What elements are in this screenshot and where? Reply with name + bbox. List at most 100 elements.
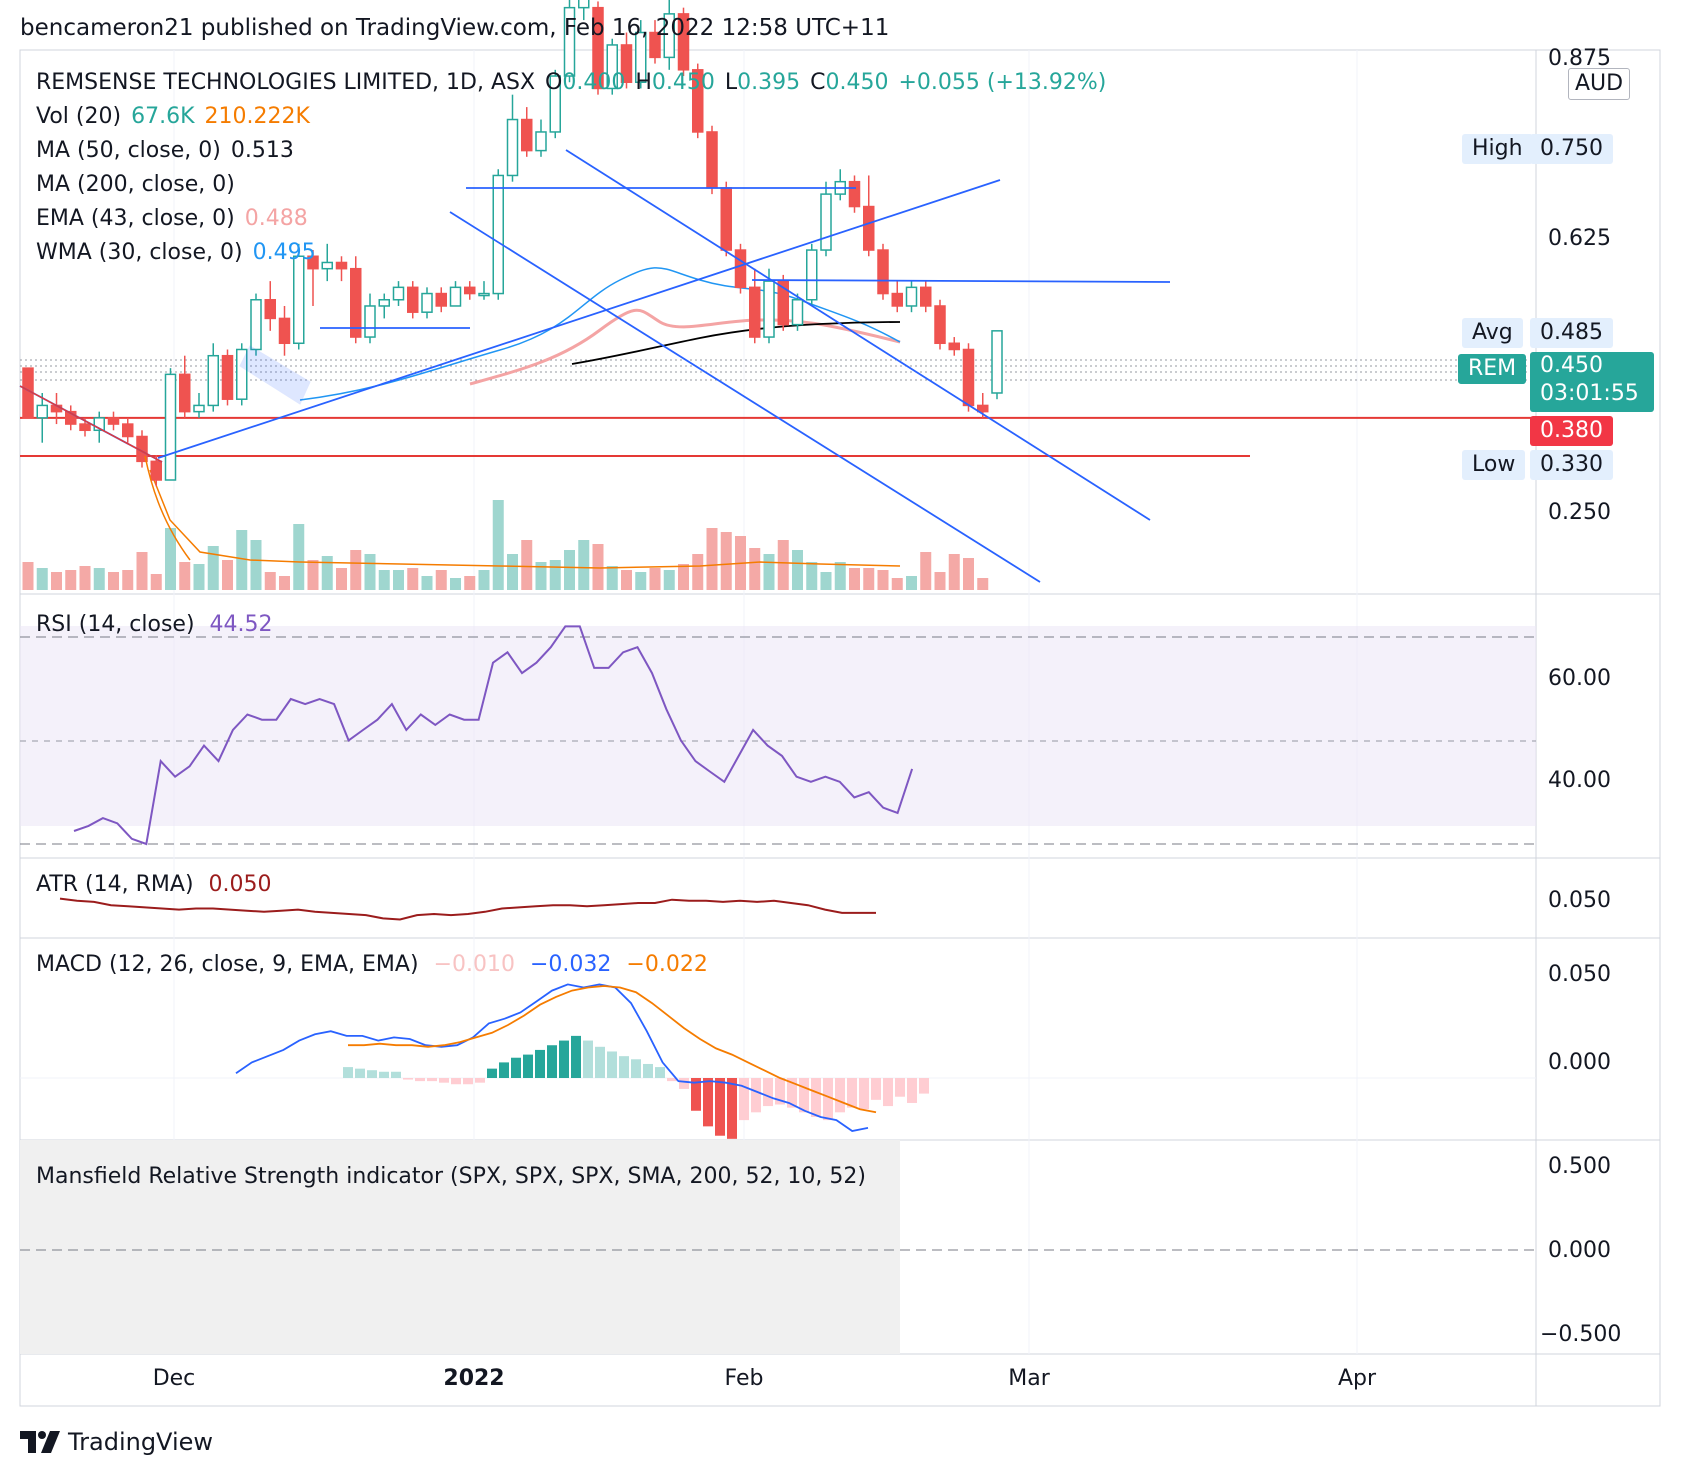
ma50-legend[interactable]: MA (50, close, 0) 0.513 [36,138,304,163]
volume-bar [293,524,305,590]
macd-histogram-bar [463,1078,473,1085]
macd-histogram-bar [883,1078,893,1107]
wma-value: 0.495 [252,240,316,265]
volume-value: 67.6K [131,104,195,129]
symbol-tag: REM [1458,354,1527,384]
time-axis-label: 2022 [443,1366,505,1391]
candle-body [549,75,561,133]
macd-histogram-bar [895,1078,905,1097]
volume-label: Vol (20) [36,104,122,129]
volume-bar [606,566,618,590]
macd-line [235,983,869,1132]
horizontal-resistance-mid [751,279,1171,283]
mansfield-legend[interactable]: Mansfield Relative Strength indicator (S… [36,1164,866,1189]
candle-body [891,292,903,307]
candle-body [948,342,960,351]
candle-body [207,354,219,407]
candle-body [620,44,633,83]
candle-body [449,286,462,307]
macd-histogram-bar [511,1057,521,1078]
macd-histogram-bar [835,1078,845,1113]
macd-histogram-bar [655,1067,665,1078]
macd-legend[interactable]: MACD (12, 26, close, 9, EMA, EMA) −0.010… [36,952,708,977]
candle-body [649,31,661,59]
candle-body [392,286,405,301]
candle-body [150,460,162,481]
volume-bar [336,568,347,590]
volume-bar [22,562,34,590]
rsi-legend[interactable]: RSI (14, close) 44.52 [36,612,273,637]
price-axis-label-top: 0.875 [1548,46,1611,68]
last-price: 0.450 [1540,353,1603,378]
macd-histogram-bar [487,1068,497,1078]
candle-body [663,13,675,59]
macd-histogram-bar [367,1070,377,1078]
candle-body [435,292,447,307]
volume-bar [849,568,860,590]
candle-body [806,249,818,301]
volume-bar [692,554,704,590]
volume-bar [663,570,675,590]
volume-bar [492,500,504,590]
macd-histogram-bar [859,1078,869,1110]
candle-body [706,131,718,189]
candle-body [977,404,989,413]
candle-body [848,180,861,208]
candle-body [991,330,1003,394]
volume-bar [150,574,162,590]
alert-price-tag[interactable]: 0.380 [1530,416,1613,446]
macd-histogram-bar [379,1071,389,1078]
time-axis-label: Apr [1337,1366,1377,1391]
volume-bar [350,550,362,590]
ema-legend[interactable]: EMA (43, close, 0) 0.488 [36,206,318,231]
close-value: 0.450 [825,70,889,95]
wma-legend[interactable]: WMA (30, close, 0) 0.495 [36,240,326,265]
candle-body [720,187,732,251]
volume-bar [792,550,803,590]
volume-bar [934,572,946,590]
currency-badge[interactable]: AUD [1568,68,1631,100]
ma200-legend[interactable]: MA (200, close, 0) [36,172,245,197]
macd-histogram-bar [523,1054,533,1078]
macd-histogram-bar [679,1078,689,1089]
macd-histogram-bar [667,1078,677,1082]
tradingview-logo[interactable]: TradingView [20,1428,213,1456]
mansfield-axis-label: 0.500 [1548,1154,1611,1179]
macd-histogram-bar [691,1078,701,1111]
candle-body [535,131,547,152]
candle-body [93,417,105,432]
ma50-label: MA (50, close, 0) [36,138,221,163]
volume-bar [906,576,917,590]
volume-bar [393,570,404,590]
volume-bar [521,540,533,590]
candle-body [777,280,789,326]
macd-histogram-bar [643,1063,653,1078]
high-tag-value: 0.750 [1530,134,1613,164]
volume-bar [535,562,547,590]
macd-histogram-bar [451,1078,461,1085]
volume-legend[interactable]: Vol (20) 67.6K 210.222K [36,104,320,129]
candle-body [521,118,533,152]
macd-histogram-bar [775,1078,785,1105]
atr-legend[interactable]: ATR (14, RMA) 0.050 [36,872,272,897]
macd-histogram-bar [547,1045,557,1078]
price-axis-label: 0.250 [1548,500,1611,525]
high-value: 0.450 [651,70,715,95]
volume-bar [621,570,632,590]
volume-bar [421,576,433,590]
volume-bar [777,540,789,590]
candle-body [905,286,918,307]
time-axis-label: Dec [152,1366,196,1391]
low-tag-label: Low [1462,450,1526,480]
volume-bar [834,562,846,590]
volume-bar [122,570,134,590]
volume-bar [450,578,461,590]
volume-bar [165,528,176,590]
volume-bar [222,560,233,590]
volume-bar [649,568,661,590]
atr-value: 0.050 [208,872,272,897]
avg-tag-label: Avg [1462,318,1523,348]
macd-histogram-bar [787,1078,797,1108]
ma200-label: MA (200, close, 0) [36,172,235,197]
